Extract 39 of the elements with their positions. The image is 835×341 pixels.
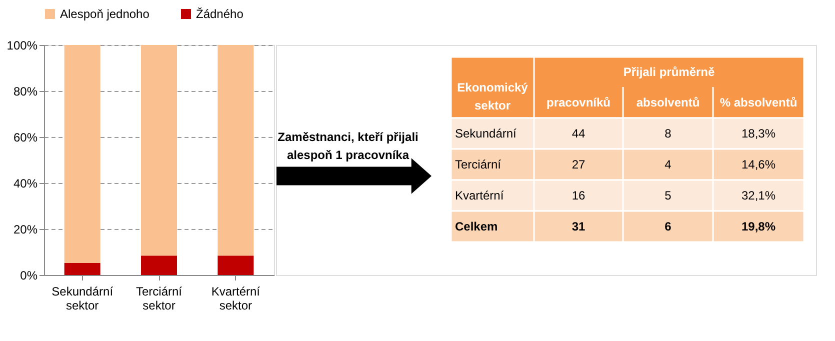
text: 4	[664, 158, 672, 172]
category-label: Kvartérní	[455, 188, 504, 202]
text: 19,8%	[741, 220, 776, 234]
legend-label: Žádného	[196, 7, 244, 21]
text: 44	[572, 126, 586, 140]
y-tick-label: 80%	[13, 84, 38, 98]
text: 14,6%	[741, 158, 776, 172]
category-label: % absolventů	[720, 96, 798, 110]
legend-label: Alespoň jednoho	[60, 7, 150, 21]
bar	[218, 256, 254, 275]
y-tick-label: 40%	[13, 176, 38, 190]
category-label: Celkem	[455, 220, 498, 234]
y-tick-label: 20%	[13, 222, 38, 236]
text: Ekonomický sektor	[457, 80, 528, 112]
bar	[141, 45, 177, 256]
category-label: absolventů	[636, 96, 700, 110]
x-tick-label: Kvartérní sektor	[211, 284, 261, 312]
text: 32,1%	[741, 188, 776, 202]
y-tick-label: 100%	[6, 38, 38, 52]
bar	[141, 256, 177, 275]
text: 6	[664, 220, 672, 234]
bar	[64, 263, 100, 275]
bar	[218, 45, 254, 256]
y-tick-label: 0%	[20, 268, 38, 282]
bar	[64, 45, 100, 264]
text: 31	[572, 220, 586, 234]
y-tick-label: 60%	[13, 130, 38, 144]
text: 16	[572, 188, 586, 202]
category-label: Sekundární	[455, 126, 516, 140]
category-label: pracovníků	[546, 96, 611, 110]
x-tick-label: Terciární sektor	[136, 284, 183, 312]
text: Přijali průměrně	[623, 65, 716, 79]
text: 18,3%	[741, 126, 776, 140]
text: 27	[572, 158, 586, 172]
text: 8	[664, 126, 672, 140]
text: 5	[664, 188, 672, 202]
x-tick-label: Sekundární sektor	[52, 284, 114, 312]
text: Zaměstnanci, kteří přijali alespoň 1 pracovníka	[278, 130, 418, 162]
category-label: Terciární	[455, 158, 502, 172]
